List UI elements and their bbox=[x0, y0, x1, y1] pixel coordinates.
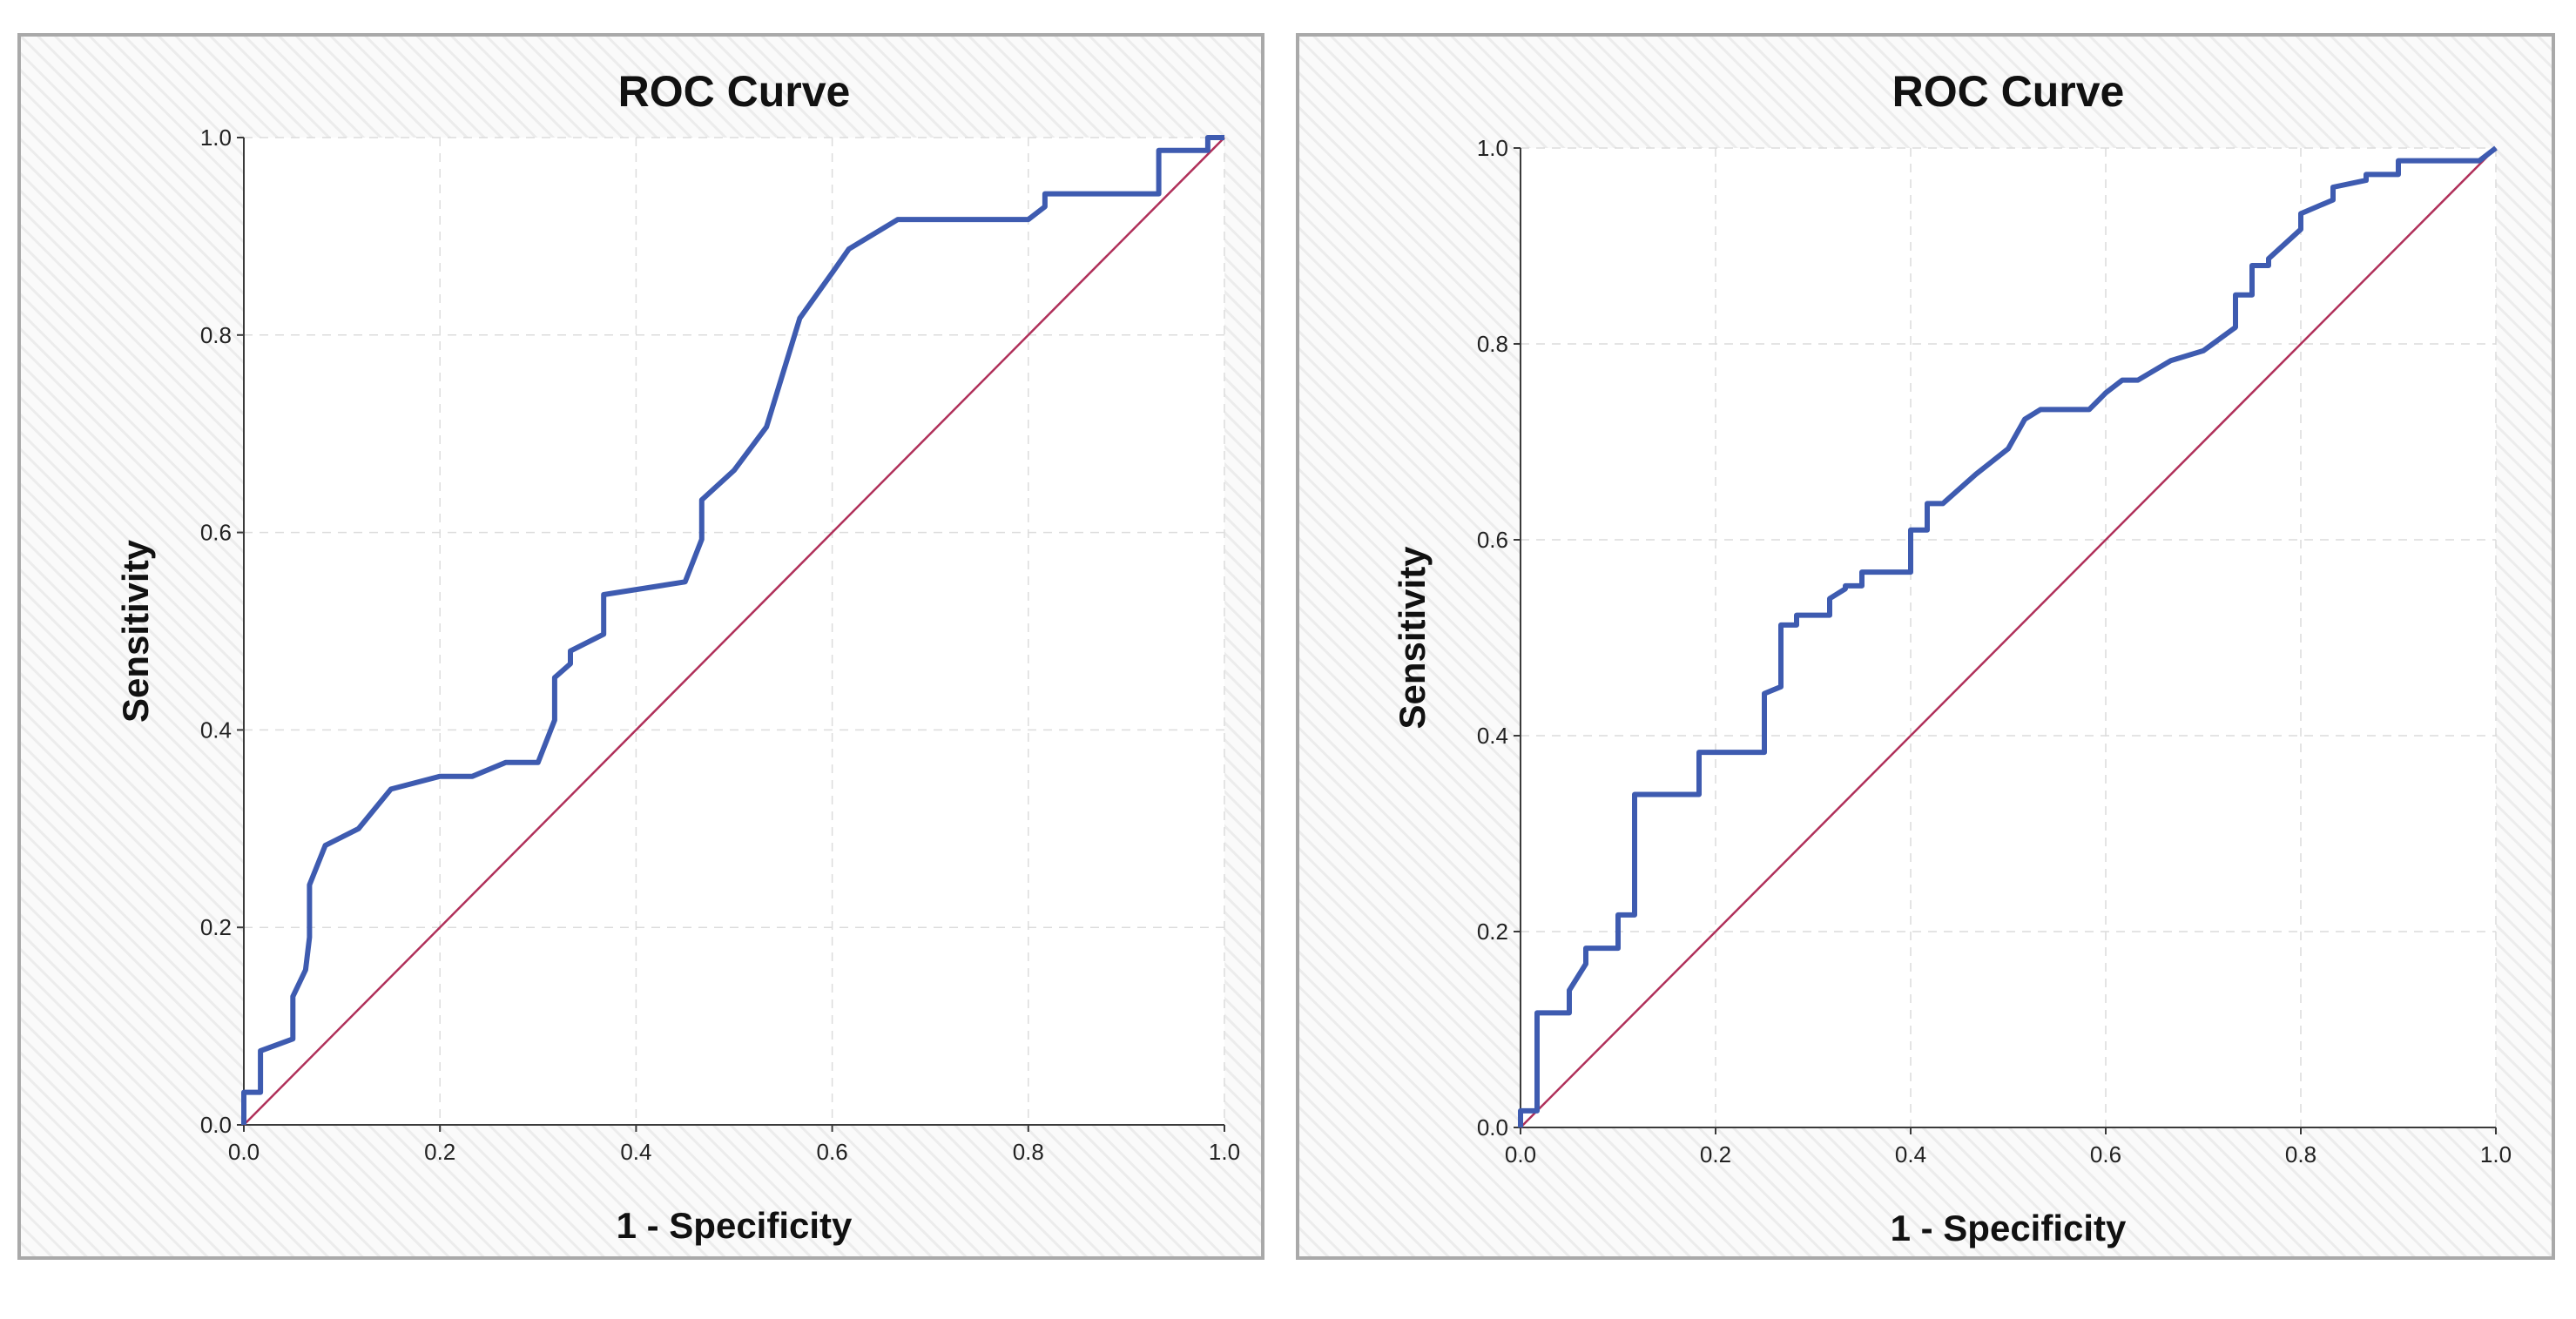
y-tick-label: 0.8 bbox=[200, 322, 232, 348]
y-tick-label: 0.6 bbox=[1477, 527, 1508, 553]
x-tick-label: 0.6 bbox=[817, 1139, 848, 1165]
chart-title: ROC Curve bbox=[618, 67, 851, 116]
x-tick-label: 0.8 bbox=[1013, 1139, 1044, 1165]
y-tick-label: 0.8 bbox=[1477, 331, 1508, 357]
y-tick-label: 0.2 bbox=[1477, 919, 1508, 945]
y-tick-label: 0.0 bbox=[1477, 1114, 1508, 1141]
reference-diagonal-line bbox=[1520, 147, 2497, 1128]
chart-title: ROC Curve bbox=[1892, 67, 2125, 116]
roc-curve-line bbox=[241, 135, 1224, 1125]
y-tick-label: 0.4 bbox=[200, 717, 232, 743]
x-axis-label: 1 - Specificity bbox=[617, 1205, 853, 1246]
x-tick-label: 0.4 bbox=[620, 1139, 651, 1165]
y-tick-label: 0.6 bbox=[200, 520, 232, 546]
y-tick-label: 0.2 bbox=[200, 914, 232, 940]
x-tick-label: 0.8 bbox=[2285, 1141, 2316, 1168]
x-tick-label: 1.0 bbox=[2480, 1141, 2512, 1168]
y-tick-label: 0.4 bbox=[1477, 723, 1508, 749]
reference-diagonal-line bbox=[243, 137, 1225, 1126]
x-axis-label: 1 - Specificity bbox=[1891, 1208, 2127, 1248]
roc-chart-panel-1: 0.0 0.2 0.4 0.6 0.8 1.0 0.0 0.2 0.4 0.6 0.8 1.0 ROC … bbox=[17, 33, 1264, 1260]
x-tick-label: 0.6 bbox=[2090, 1141, 2121, 1168]
x-tick-label: 0.4 bbox=[1895, 1141, 1926, 1168]
y-tick-label: 0.0 bbox=[200, 1112, 232, 1138]
roc-curve-line bbox=[1518, 145, 2498, 1127]
x-tick-label: 1.0 bbox=[1209, 1139, 1240, 1165]
y-axis-label: Sensitivity bbox=[1392, 546, 1433, 730]
x-tick-label: 0.0 bbox=[228, 1139, 260, 1165]
y-axis-label: Sensitivity bbox=[115, 539, 156, 723]
y-tick-label: 1.0 bbox=[1477, 135, 1508, 161]
roc-chart-panel-2: 0.0 0.2 0.4 0.6 0.8 1.0 0.0 0.2 0.4 0.6 0.8 1.0 ROC … bbox=[1296, 33, 2555, 1260]
x-tick-label: 0.0 bbox=[1505, 1141, 1536, 1168]
x-tick-label: 0.2 bbox=[424, 1139, 455, 1165]
x-tick-label: 0.2 bbox=[1700, 1141, 1731, 1168]
y-tick-label: 1.0 bbox=[200, 124, 232, 151]
